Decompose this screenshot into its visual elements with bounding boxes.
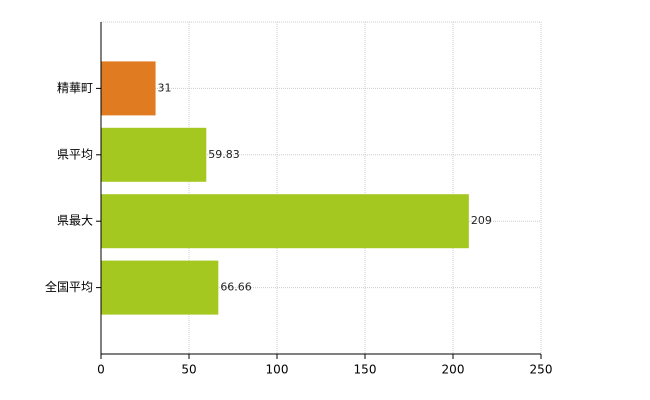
- value-label: 66.66: [220, 281, 252, 294]
- x-tick-label: 200: [442, 363, 465, 377]
- value-label: 209: [471, 214, 492, 227]
- x-tick-label: 0: [97, 363, 105, 377]
- bar: [101, 127, 207, 182]
- x-tick-label: 50: [181, 363, 196, 377]
- bar: [101, 260, 219, 315]
- y-tick-label: 精華町: [57, 81, 93, 95]
- bar: [101, 194, 469, 249]
- y-tick-label: 県平均: [57, 147, 93, 161]
- value-label: 31: [158, 81, 172, 94]
- x-tick-label: 150: [354, 363, 377, 377]
- y-tick-label: 全国平均: [45, 279, 93, 294]
- x-tick-label: 250: [530, 363, 553, 377]
- bar: [101, 61, 156, 116]
- value-label: 59.83: [208, 148, 240, 161]
- x-tick-label: 100: [266, 363, 289, 377]
- y-tick-label: 県最大: [57, 214, 93, 228]
